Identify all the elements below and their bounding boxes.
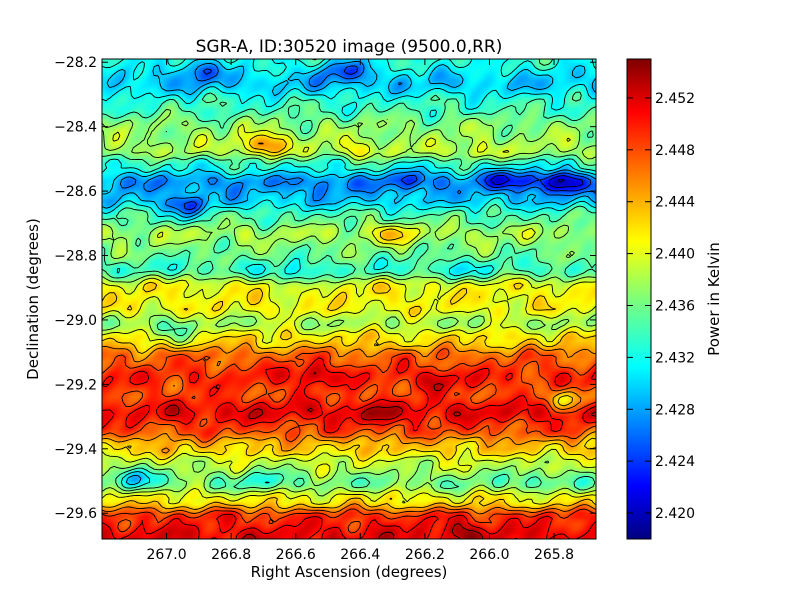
colorbar-label: Power in Kelvin — [705, 242, 723, 356]
x-axis-label: Right Ascension (degrees) — [251, 563, 448, 581]
contour-line — [102, 123, 596, 505]
x-tick-label: 266.4 — [340, 547, 380, 563]
contour-line — [102, 59, 596, 486]
x-tick-label: 266.2 — [405, 547, 445, 563]
y-tick-label: −29.4 — [54, 442, 97, 458]
chart-title: SGR-A, ID:30520 image (9500.0,RR) — [196, 37, 503, 57]
colorbar-tick-label: 2.444 — [655, 195, 695, 211]
colorbar-gradient — [626, 58, 652, 540]
colorbar-tick-label: 2.448 — [655, 143, 695, 159]
x-tick-label: 266.0 — [469, 547, 509, 563]
colorbar: 2.420 2.424 2.428 2.432 2.436 2.440 2.444 2.448… — [626, 58, 723, 540]
y-tick-label: −29.6 — [54, 506, 97, 522]
colorbar-tick-label: 2.424 — [655, 454, 695, 470]
heatmap-image — [102, 59, 596, 539]
x-tick-label: 266.6 — [276, 547, 316, 563]
x-tick-label: 267.0 — [147, 547, 187, 563]
y-tick-label: −29.0 — [54, 313, 97, 329]
colorbar-tick-label: 2.420 — [655, 506, 695, 522]
y-axis-label: Declination (degrees) — [24, 218, 42, 380]
colorbar-tick-label: 2.452 — [655, 91, 695, 107]
y-tick-label: −28.6 — [54, 184, 97, 200]
plot-frame — [101, 58, 597, 540]
x-tick-label: 266.8 — [211, 547, 251, 563]
colorbar-tick-label: 2.436 — [655, 298, 695, 314]
contour-line — [557, 179, 565, 183]
contour-line — [102, 59, 596, 489]
y-tick-label: −28.4 — [54, 120, 97, 136]
y-axis-ticks: −28.2 −28.4 −28.6 −28.8 −29.0 −29.2 −29.4 −29.6 — [54, 55, 596, 522]
contour-line — [490, 174, 584, 188]
contour-line — [183, 65, 592, 211]
heatmap-raster — [102, 59, 596, 539]
contour-line — [102, 134, 596, 510]
colorbar-tick-label: 2.440 — [655, 247, 695, 263]
contour-line — [102, 142, 596, 515]
x-tick-label: 265.8 — [534, 547, 574, 563]
contour-line — [102, 357, 596, 539]
contour-line — [102, 348, 596, 534]
colorbar-tick-label: 2.428 — [655, 402, 695, 418]
y-tick-label: −28.2 — [54, 55, 97, 71]
colorbar-ticks: 2.420 2.424 2.428 2.432 2.436 2.440 2.444 2.448… — [627, 91, 695, 522]
x-axis-ticks: 267.0 266.8 266.6 266.4 266.2 266.0 265.8 — [147, 59, 574, 563]
y-tick-label: −28.8 — [54, 249, 97, 265]
colorbar-tick-label: 2.432 — [655, 350, 695, 366]
y-tick-label: −29.2 — [54, 377, 97, 393]
contour-line — [102, 109, 596, 498]
contour-line — [119, 61, 596, 215]
contour-lines — [102, 59, 596, 539]
